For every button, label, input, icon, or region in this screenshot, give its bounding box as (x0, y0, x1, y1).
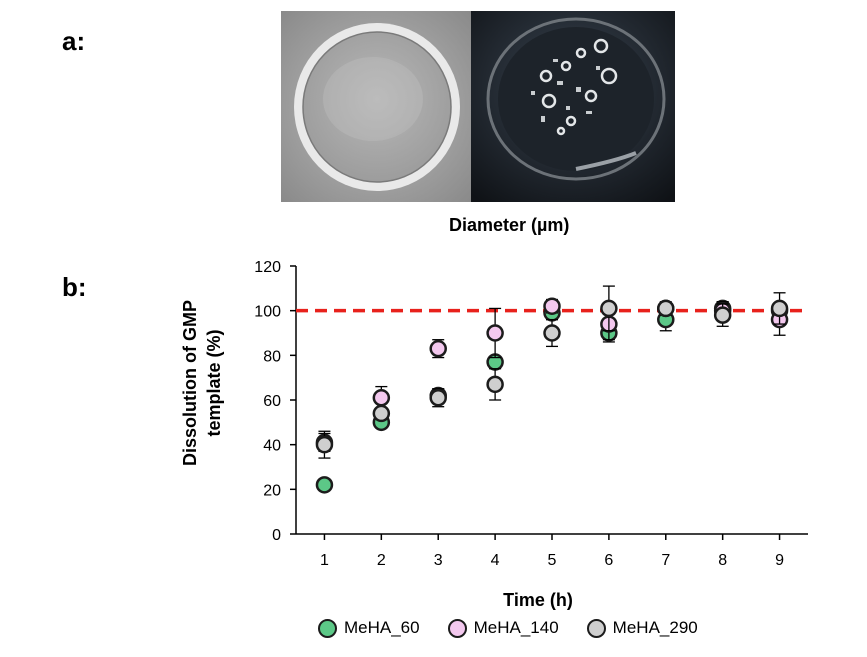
y-axis-title-line-2: template (%) (204, 329, 224, 436)
data-point (713, 306, 732, 324)
x-tick-label: 2 (377, 552, 386, 569)
legend: MeHA_60 MeHA_140 MeHA_290 (318, 618, 726, 638)
x-tick-label: 7 (661, 552, 670, 569)
legend-label: MeHA_140 (473, 618, 559, 637)
y-tick-label: 80 (263, 348, 281, 365)
data-point (429, 389, 447, 407)
x-tick-label: 6 (604, 552, 613, 569)
legend-marker (318, 618, 337, 638)
photo-template-dissolved (471, 11, 675, 202)
data-point (372, 404, 391, 423)
data-point (315, 435, 334, 454)
data-point (770, 299, 789, 318)
legend-marker (447, 618, 467, 638)
x-tick-label: 9 (775, 552, 784, 569)
data-point (372, 389, 391, 407)
photo-caption: Diameter (µm) (449, 215, 570, 235)
y-tick-label: 100 (254, 304, 281, 321)
legend-item: MeHA_290 (586, 618, 698, 638)
legend-label: MeHA_290 (612, 618, 698, 637)
panel-label-b: b: (62, 272, 87, 302)
y-tick-label: 0 (272, 527, 281, 544)
legend-item: MeHA_140 (447, 618, 559, 638)
y-axis-title-line-1: Dissolution of GMP (180, 300, 200, 466)
x-axis-title: Time (h) (503, 590, 573, 610)
data-point (600, 299, 618, 318)
data-point (543, 297, 561, 315)
x-tick-label: 4 (491, 552, 500, 569)
panel-label-a: a: (62, 26, 86, 56)
x-tick-label: 1 (320, 552, 329, 569)
legend-marker (586, 618, 606, 638)
series-MeHA_290 (315, 285, 789, 459)
data-point (315, 476, 334, 494)
legend-label: MeHA_60 (344, 618, 420, 637)
y-tick-label: 40 (263, 438, 281, 455)
legend-item: MeHA_60 (318, 618, 420, 638)
x-tick-label: 5 (548, 552, 557, 569)
y-tick-label: 120 (254, 259, 281, 276)
y-tick-label: 60 (263, 393, 281, 410)
x-tick-label: 3 (434, 552, 443, 569)
data-point (543, 324, 561, 342)
data-point (657, 299, 675, 318)
data-point (486, 324, 504, 342)
photo-template-intact (281, 11, 471, 202)
x-tick-label: 8 (718, 552, 727, 569)
y-tick-label: 20 (263, 482, 281, 499)
data-point (486, 375, 504, 394)
data-point (429, 339, 447, 358)
